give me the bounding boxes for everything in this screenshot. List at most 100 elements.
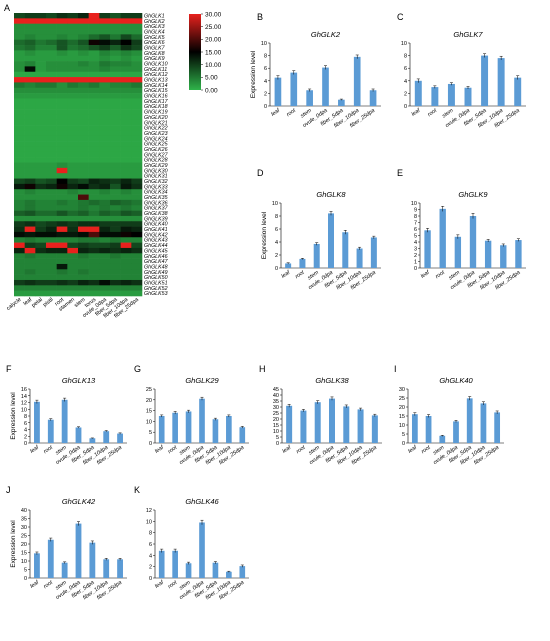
x-tick-label: root: [421, 444, 433, 455]
y-tick-label: 5: [24, 568, 27, 574]
heatmap-cell: [56, 93, 68, 99]
heatmap-cell: [35, 130, 47, 137]
heatmap-cell: [24, 162, 36, 169]
heatmap-cell: [56, 151, 68, 158]
heatmap-cell: [56, 141, 68, 147]
gene-label: GhGLK22: [144, 126, 168, 132]
y-tick-label: 14: [21, 394, 27, 400]
y-tick-label: 15: [21, 551, 27, 557]
heatmap-cell: [78, 82, 89, 89]
gene-label: GhGLK1: [144, 13, 165, 19]
y-tick-label: 5: [402, 432, 405, 438]
heatmap-cell: [99, 173, 111, 179]
heatmap-cell: [131, 130, 143, 137]
heatmap-cell: [110, 18, 121, 24]
heatmap-cell: [120, 130, 132, 137]
heatmap-cell: [56, 157, 68, 163]
heatmap-cell: [99, 66, 111, 73]
heatmap-cell: [35, 125, 47, 131]
heatmap-cell: [99, 103, 111, 110]
heatmap-cell: [56, 194, 68, 201]
heatmap-cell: [35, 29, 47, 35]
heatmap-cell: [131, 39, 143, 46]
heatmap-cell: [35, 210, 47, 217]
heatmap-cell: [110, 66, 121, 73]
heatmap-cell: [24, 258, 36, 265]
gene-label: GhGLK24: [144, 136, 168, 142]
y-tick-label: 25: [273, 411, 279, 417]
heatmap-cell: [110, 87, 121, 94]
heatmap-cell: [110, 263, 121, 270]
scale-tick-label: 30.00: [205, 11, 222, 18]
heatmap-cell: [24, 253, 36, 259]
heatmap-cell: [35, 13, 47, 19]
bar-chart-GhGLK2: B GhGLK2 0 2 4 6 8 10 Expression level leaf root st…: [250, 12, 381, 129]
heatmap-cell: [14, 162, 25, 169]
heatmap-cell: [131, 119, 143, 126]
heatmap-cell: [14, 18, 25, 24]
heatmap-cell: [78, 29, 89, 35]
chart-title: GhGLK38: [315, 376, 349, 385]
heatmap-cell: [120, 103, 132, 110]
heatmap-cell: [120, 221, 132, 227]
heatmap-cell: [46, 173, 57, 179]
heatmap-cell: [99, 18, 111, 24]
heatmap-cell: [99, 162, 111, 169]
y-tick-label: 16: [21, 387, 27, 393]
bar: [212, 419, 219, 443]
heatmap-cell: [14, 114, 25, 121]
heatmap-cell: [35, 173, 47, 179]
heatmap-cell: [35, 151, 47, 158]
heatmap-cell: [67, 199, 79, 206]
heatmap-cell: [88, 162, 100, 169]
heatmap-cell: [88, 135, 100, 142]
heatmap-cell: [120, 98, 132, 105]
heatmap-cell: [99, 258, 111, 265]
heatmap-cell: [24, 231, 36, 238]
bar: [172, 412, 178, 443]
heatmap-cell: [110, 157, 121, 163]
heatmap-cell: [67, 210, 79, 217]
x-tick-label: stem: [179, 444, 193, 456]
heatmap-cell: [131, 189, 143, 195]
y-axis-label: Expression level: [261, 211, 268, 259]
y-tick-label: 45: [273, 387, 279, 393]
heatmap-cell: [120, 258, 132, 265]
heatmap-cell: [78, 45, 89, 51]
panel-label: K: [134, 485, 140, 495]
y-tick-label: 9: [414, 208, 417, 214]
x-tick-label: leaf: [420, 269, 431, 279]
gene-label: GhGLK25: [144, 142, 168, 148]
heatmap-cell: [35, 269, 47, 275]
heatmap-cell: [67, 221, 79, 227]
heatmap-cell: [88, 18, 100, 24]
x-tick-label: stem: [448, 269, 462, 281]
heatmap-cell: [14, 87, 25, 94]
heatmap-cell: [110, 221, 121, 227]
heatmap-cell: [120, 253, 132, 259]
chart-title: GhGLK40: [439, 376, 473, 385]
bar: [480, 403, 487, 443]
heatmap-cell: [24, 114, 36, 121]
heatmap-cell: [99, 167, 111, 174]
heatmap-cell: [24, 199, 36, 206]
x-tick-label: leaf: [29, 579, 40, 589]
heatmap-cell: [99, 130, 111, 137]
heatmap-cell: [88, 269, 100, 275]
scale-tick-label: 10.00: [205, 62, 222, 69]
heatmap-cell: [67, 253, 79, 259]
y-tick-label: 8: [264, 54, 267, 60]
gene-label: GhGLK37: [144, 206, 169, 212]
bar: [103, 431, 110, 443]
y-tick-label: 6: [404, 66, 407, 72]
heatmap-cell: [78, 285, 89, 291]
heatmap-cell: [46, 205, 57, 211]
heatmap-cell: [56, 29, 68, 35]
heatmap-cell: [110, 285, 121, 291]
x-tick-label: root: [427, 107, 439, 118]
heatmap-cell: [67, 285, 79, 291]
heatmap-cell: [88, 39, 100, 46]
